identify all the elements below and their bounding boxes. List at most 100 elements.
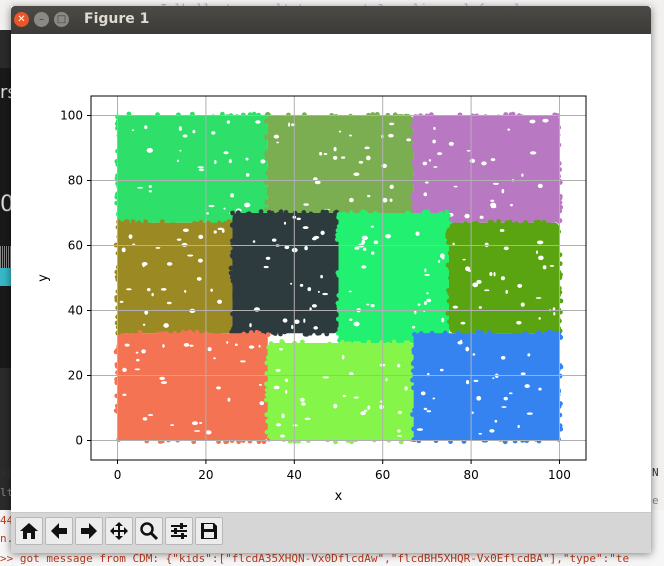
figure-toolbar — [11, 512, 651, 553]
window-title: Figure 1 — [84, 11, 150, 27]
home-button[interactable] — [15, 517, 43, 545]
background-fragment: 44 — [0, 514, 14, 527]
data-point — [119, 221, 125, 227]
y-tick-label: 0 — [75, 434, 83, 448]
data-point — [334, 237, 340, 242]
data-point — [392, 112, 398, 118]
data-point — [556, 388, 561, 393]
data-point — [266, 210, 272, 215]
cluster-body — [232, 213, 339, 334]
minimize-window-button[interactable]: – — [34, 12, 49, 27]
scatter-gap — [303, 203, 309, 206]
data-point — [301, 112, 307, 118]
data-point — [370, 112, 376, 117]
data-point — [425, 209, 431, 215]
data-point — [556, 331, 562, 336]
save-button[interactable] — [195, 517, 223, 545]
data-point — [245, 211, 251, 217]
data-point — [447, 319, 452, 325]
ticks-layer: 0 20 40 60 80 100 0 20 40 60 80 100 — [60, 109, 571, 483]
data-point — [230, 238, 235, 244]
data-point — [410, 194, 416, 200]
zoom-button[interactable] — [135, 517, 163, 545]
terminal-output-line: >> got message from CDM: {"kids":["flcdA… — [0, 552, 629, 565]
scatter-gap — [366, 303, 370, 306]
scatter-gap — [478, 306, 482, 309]
data-point — [556, 292, 561, 298]
scatter-gap — [500, 355, 506, 360]
subplots-button[interactable] — [165, 517, 193, 545]
y-tick-label: 80 — [68, 174, 83, 188]
scatter-gap — [439, 253, 445, 259]
scatter-gap — [464, 213, 470, 219]
data-point — [557, 261, 563, 267]
scatter-gap — [301, 402, 306, 406]
data-point — [114, 200, 120, 206]
cluster-3 — [409, 111, 564, 227]
data-point — [276, 211, 281, 217]
title-bar[interactable]: ✕ – □ Figure 1 — [11, 6, 651, 34]
cluster-9 — [264, 339, 418, 445]
forward-button[interactable] — [75, 517, 103, 545]
scatter-gap — [323, 152, 328, 155]
data-point — [266, 393, 272, 399]
pan-button[interactable] — [105, 517, 133, 545]
scatter-gap — [388, 122, 395, 126]
cluster-1 — [114, 111, 272, 227]
scatter-gap — [122, 393, 127, 397]
scatter-gap — [489, 272, 493, 277]
background-fragment: e — [652, 494, 659, 507]
data-point — [536, 219, 542, 225]
scatter-gap — [426, 410, 432, 413]
data-point — [335, 300, 341, 306]
scatter-gap — [223, 207, 226, 210]
scatter-gap — [499, 229, 505, 232]
data-point — [444, 209, 450, 215]
back-button[interactable] — [45, 517, 73, 545]
data-point — [301, 210, 307, 215]
data-point — [228, 265, 234, 271]
maximize-window-button[interactable]: □ — [54, 12, 69, 27]
scatter-gap — [538, 387, 542, 391]
scatter-gap — [542, 118, 549, 123]
figure-canvas[interactable]: 0 20 40 60 80 100 0 20 40 60 80 100 x y — [11, 34, 651, 512]
scatter-gap — [370, 225, 374, 228]
scatter-gap — [422, 161, 428, 166]
data-point — [410, 134, 416, 140]
data-point — [136, 220, 142, 226]
scatter-gap — [388, 133, 394, 138]
scatter-gap — [521, 173, 524, 177]
data-point — [264, 376, 269, 382]
scatter-gap — [553, 311, 556, 316]
data-point — [286, 112, 291, 118]
scatter-gap — [134, 368, 141, 371]
scatter-gap — [313, 235, 320, 239]
scatter-gap — [338, 130, 342, 133]
scatter-gap — [198, 168, 205, 172]
data-point — [461, 439, 467, 444]
scatter-gap — [538, 317, 541, 320]
data-point — [327, 341, 333, 347]
cluster-5 — [228, 209, 343, 337]
figure-window: ✕ – □ Figure 1 0 20 40 60 80 100 0 20 40 60 80 100 … — [11, 6, 651, 553]
scatter-gap — [361, 265, 367, 269]
cluster-7 — [445, 219, 564, 337]
scatter-gap — [205, 430, 212, 435]
x-tick-label: 20 — [198, 468, 213, 482]
scatter-gap — [353, 396, 359, 399]
data-point — [412, 332, 417, 337]
scatter-gap — [360, 411, 366, 416]
scatter-gap — [397, 363, 401, 368]
data-point — [235, 210, 241, 216]
scatter-gap — [211, 131, 216, 135]
scatter-gap — [341, 354, 345, 360]
scatter-gap — [284, 378, 289, 383]
data-point — [333, 114, 339, 119]
data-point — [308, 211, 314, 217]
scatter-gap — [144, 310, 149, 315]
cluster-body — [267, 343, 414, 441]
close-window-button[interactable]: ✕ — [14, 12, 29, 27]
scatter-gap — [279, 348, 283, 351]
y-tick-label: 100 — [60, 109, 83, 123]
scatter-gap — [363, 409, 368, 412]
